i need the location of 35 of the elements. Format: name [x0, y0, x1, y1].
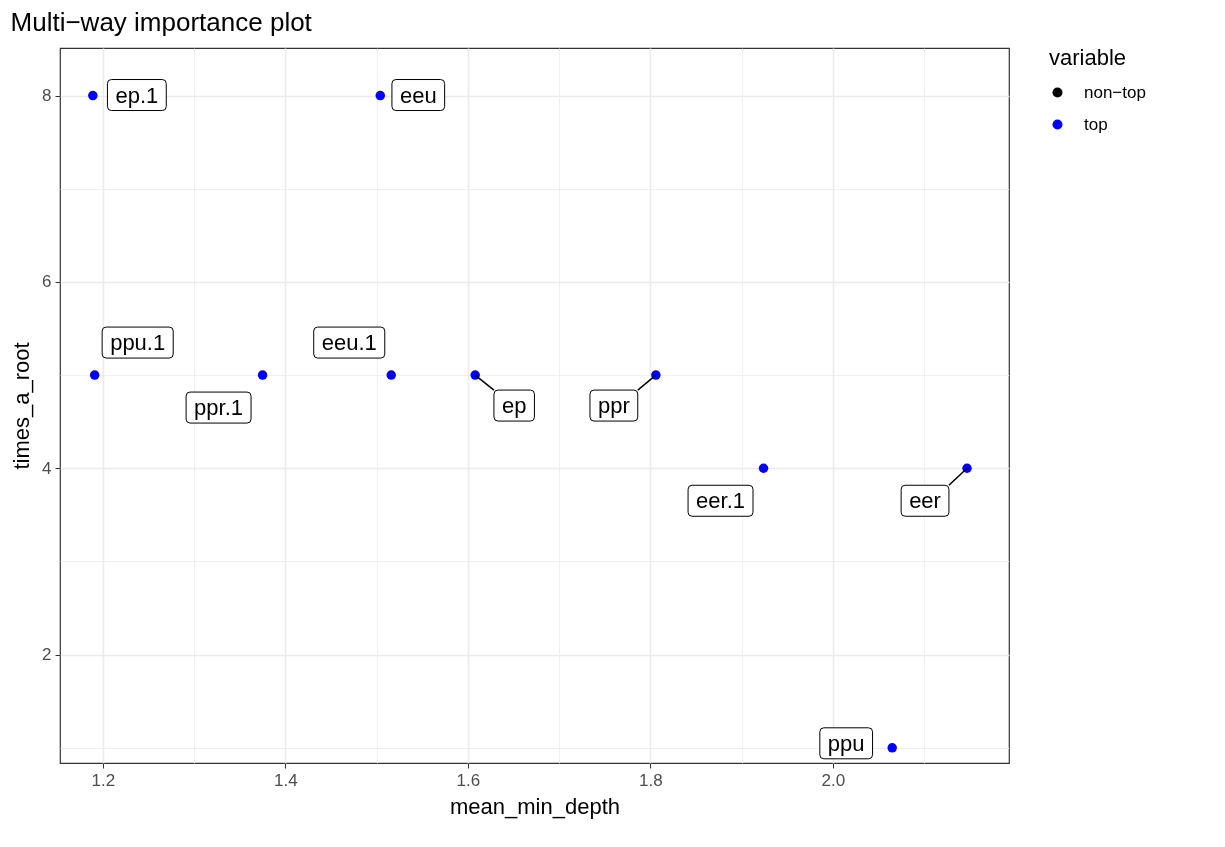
point: [758, 463, 769, 473]
annotation: eer: [909, 488, 941, 514]
y-tick-label: 4: [42, 458, 52, 478]
annotation: ppu.1: [110, 330, 166, 356]
annotation: ppr: [597, 393, 630, 419]
point: [651, 370, 661, 380]
legend-title: variable: [1049, 45, 1127, 70]
point: [887, 743, 897, 753]
x-axis-title: mean_min_depth: [449, 793, 621, 819]
annotation: eeu: [399, 82, 437, 108]
y-tick-label: 2: [42, 645, 52, 665]
point: [89, 370, 100, 380]
y-axis-title: times_a_root: [9, 342, 35, 470]
point: [257, 370, 268, 380]
y-tick-label: 8: [42, 86, 52, 106]
point: [962, 463, 972, 473]
annotation: eer.1: [696, 488, 746, 514]
x-tick-label: 1.2: [91, 770, 116, 790]
annotation: ep.1: [115, 82, 159, 108]
point: [375, 90, 386, 101]
annotation: eeu.1: [321, 330, 377, 356]
annotation: ppr.1: [194, 395, 244, 421]
point: [470, 370, 480, 380]
annotation: ep: [501, 393, 527, 419]
x-tick-label: 1.4: [274, 770, 298, 790]
x-tick-label: 1.6: [456, 770, 481, 790]
x-tick-label: 1.8: [639, 770, 663, 790]
legend-label: top: [1084, 114, 1108, 134]
chart-title: Multi−way importance plot: [10, 7, 313, 37]
point: [88, 90, 98, 101]
x-tick-label: 2.0: [821, 770, 846, 790]
legend-label: non−top: [1084, 82, 1146, 102]
y-tick-label: 6: [42, 272, 52, 292]
annotation: ppu: [827, 730, 865, 756]
point: [386, 370, 396, 380]
